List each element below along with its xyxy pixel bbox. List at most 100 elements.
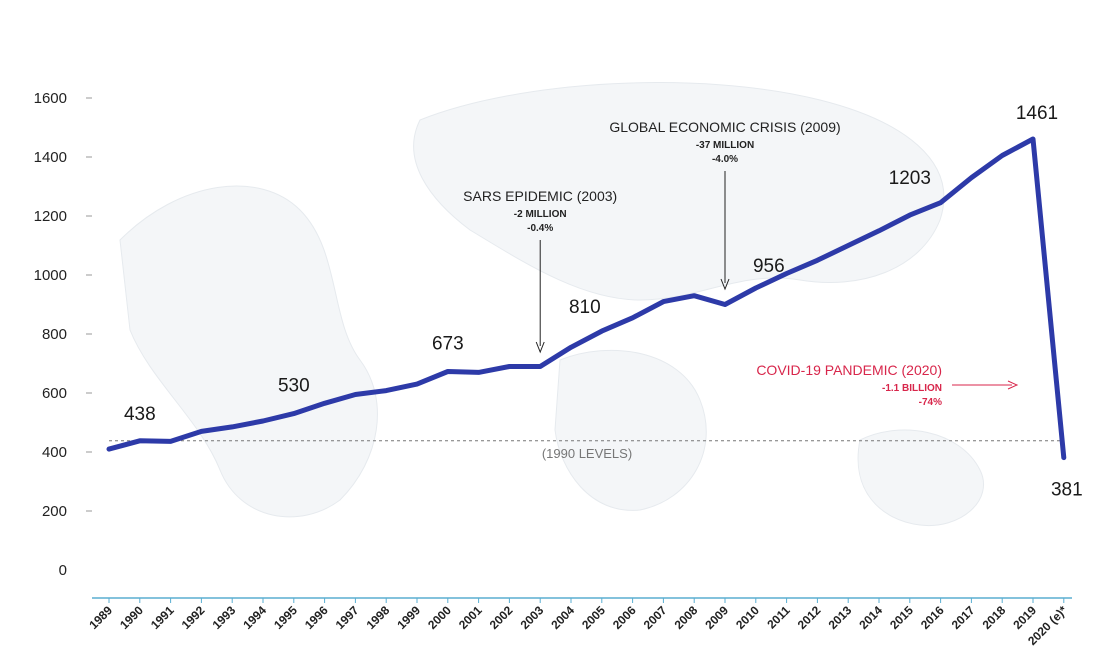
data-point (138, 439, 142, 443)
x-tick-label: 1997 (333, 603, 362, 632)
data-label: 381 (1051, 480, 1083, 501)
data-point (569, 345, 573, 349)
x-tick-label: 1998 (364, 603, 393, 632)
annotations: SARS EPIDEMIC (2003) -2 MILLION -0.4% GLOBA… (463, 119, 1019, 408)
data-point (230, 425, 234, 429)
data-point (384, 389, 388, 393)
data-point (661, 300, 665, 304)
x-tick-label: 2010 (733, 603, 762, 632)
annotation-change-pct: -4.0% (712, 154, 738, 165)
y-tick-label: 1000 (34, 267, 67, 284)
map-shape (413, 82, 945, 301)
x-tick-label: 1993 (210, 603, 239, 632)
y-tick-label: 600 (42, 385, 67, 402)
data-label: 673 (432, 333, 464, 354)
data-label: 1203 (889, 168, 931, 189)
data-point (785, 272, 789, 276)
x-tick-label: 1994 (240, 603, 269, 632)
y-tick-label: 800 (42, 326, 67, 343)
annotation-change-abs: -37 MILLION (696, 140, 754, 151)
data-point (631, 316, 635, 320)
data-point (877, 229, 881, 233)
y-tick-label: 200 (42, 503, 67, 520)
x-tick-label: 2003 (518, 603, 547, 632)
annotation-change-abs: -2 MILLION (514, 209, 567, 220)
data-point (507, 364, 511, 368)
annotation-arrowhead (535, 341, 545, 354)
annotation-title: COVID-19 PANDEMIC (2020) (756, 362, 942, 378)
data-point (199, 429, 203, 433)
data-point (815, 258, 819, 262)
data-label: 530 (278, 376, 310, 397)
data-label: 1461 (1016, 103, 1058, 124)
y-axis: 0 200 400 600 800 1000 1200 1400 1600 (34, 90, 92, 579)
map-shape (857, 429, 984, 527)
world-map-background (119, 82, 984, 527)
map-shape (554, 349, 707, 511)
annotation-title: GLOBAL ECONOMIC CRISIS (2009) (609, 119, 840, 135)
annotation-arrowhead (1007, 380, 1019, 390)
x-tick-label: 1999 (394, 603, 423, 632)
x-tick-label: 2017 (949, 603, 978, 632)
data-point (1062, 456, 1066, 460)
reference-line-label: (1990 LEVELS) (542, 446, 632, 461)
x-tick-label: 2013 (826, 603, 855, 632)
data-point (446, 369, 450, 373)
y-tick-label: 0 (59, 562, 67, 579)
data-point (723, 303, 727, 306)
annotation-change-pct: -0.4% (527, 223, 553, 234)
annotation-arrowhead (720, 278, 730, 291)
x-tick-label: 2015 (887, 603, 916, 632)
y-tick-label: 1400 (34, 149, 67, 166)
data-label: 810 (569, 297, 601, 318)
x-tick-label: 2018 (980, 603, 1009, 632)
data-point (323, 401, 327, 405)
x-tick-label: 2014 (856, 603, 885, 632)
annotation-change-pct: -74% (919, 397, 942, 408)
series-points (107, 137, 1066, 460)
data-labels: 438 530 673 810 956 1203 1461 381 (124, 103, 1083, 501)
data-point (1000, 154, 1004, 158)
x-tick-label: 2012 (795, 603, 824, 632)
series-line (106, 136, 1067, 461)
map-shape (119, 185, 378, 518)
data-point (969, 176, 973, 180)
x-tick-label: 1989 (86, 603, 115, 632)
data-point (692, 294, 696, 298)
x-tick-label: 2004 (548, 603, 577, 632)
annotation-change-abs: -1.1 BILLION (882, 383, 942, 394)
data-point (939, 201, 943, 205)
x-tick-label: 1990 (117, 603, 146, 632)
annotation-title: SARS EPIDEMIC (2003) (463, 188, 617, 204)
y-tick-label: 1200 (34, 208, 67, 225)
data-point (754, 286, 758, 290)
data-point (908, 213, 912, 217)
data-point (169, 439, 173, 443)
x-tick-label: 2009 (702, 603, 731, 632)
annotation-covid: COVID-19 PANDEMIC (2020) -1.1 BILLION -74% (756, 362, 1019, 408)
data-point (107, 447, 111, 451)
x-tick-label: 1992 (179, 603, 208, 632)
x-tick-label: 2005 (579, 603, 608, 632)
y-tick-label: 1600 (34, 90, 67, 107)
x-axis: 1989 1990 1991 1992 1993 1994 1995 1996 1997 1998… (86, 598, 1070, 648)
data-point (415, 382, 419, 386)
x-tick-label: 2007 (641, 603, 670, 632)
x-tick-label: 1995 (271, 603, 300, 632)
x-tick-label: 2000 (425, 603, 454, 632)
data-point (477, 370, 481, 374)
y-tick-label: 400 (42, 444, 67, 461)
x-tick-label: 2016 (918, 603, 947, 632)
data-point (353, 392, 357, 396)
data-point (1031, 137, 1035, 141)
data-point (538, 364, 542, 368)
data-point (261, 419, 265, 423)
data-point (846, 244, 850, 247)
annotation-sars: SARS EPIDEMIC (2003) -2 MILLION -0.4% (463, 188, 617, 354)
data-label: 956 (753, 256, 785, 277)
x-tick-label: 2002 (487, 603, 516, 632)
x-tick-label: 2011 (764, 603, 793, 632)
data-label: 438 (124, 404, 156, 425)
annotation-gec: GLOBAL ECONOMIC CRISIS (2009) -37 MILLION… (609, 119, 841, 291)
